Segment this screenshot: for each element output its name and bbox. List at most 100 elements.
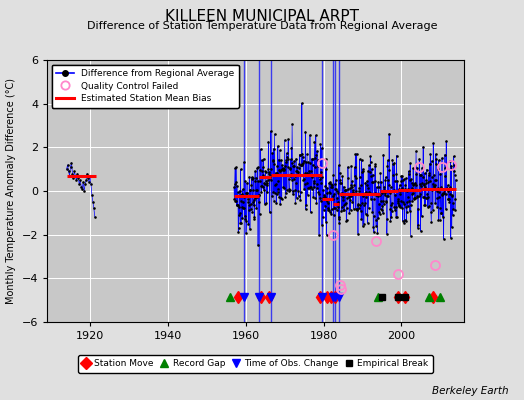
- Point: [354, 202, 362, 208]
- Point: [75, 181, 83, 188]
- Point: [242, 230, 250, 236]
- Point: [350, 191, 358, 197]
- Point: [303, 151, 311, 158]
- Point: [298, 100, 306, 106]
- Point: [389, 186, 398, 193]
- Point: [239, 199, 248, 205]
- Point: [383, 162, 391, 169]
- Point: [231, 198, 239, 204]
- Point: [423, 195, 431, 202]
- Point: [244, 221, 253, 227]
- Point: [335, 170, 344, 176]
- Text: Berkeley Earth: Berkeley Earth: [432, 386, 508, 396]
- Point: [69, 175, 78, 181]
- Point: [238, 186, 247, 193]
- Point: [418, 193, 427, 200]
- Point: [376, 211, 384, 217]
- Point: [434, 165, 442, 172]
- Point: [395, 186, 403, 192]
- Point: [429, 206, 437, 213]
- Point: [256, 146, 265, 152]
- Point: [367, 179, 376, 186]
- Point: [394, 200, 402, 206]
- Legend: Difference from Regional Average, Quality Control Failed, Estimated Station Mean: Difference from Regional Average, Qualit…: [52, 64, 239, 108]
- Point: [428, 174, 436, 180]
- Point: [430, 172, 439, 178]
- Point: [409, 182, 418, 188]
- Point: [383, 230, 391, 237]
- Point: [331, 186, 340, 192]
- Point: [254, 242, 262, 248]
- Point: [423, 204, 432, 210]
- Point: [358, 200, 366, 206]
- Point: [314, 157, 322, 164]
- Point: [379, 210, 387, 216]
- Point: [287, 144, 296, 151]
- Point: [76, 177, 84, 183]
- Point: [422, 177, 430, 183]
- Point: [347, 182, 355, 188]
- Point: [411, 195, 419, 201]
- Point: [319, 214, 327, 220]
- Point: [248, 209, 256, 215]
- Point: [414, 206, 422, 212]
- Point: [403, 199, 411, 205]
- Point: [408, 185, 417, 192]
- Point: [310, 184, 319, 190]
- Point: [315, 190, 323, 197]
- Point: [262, 178, 270, 184]
- Point: [313, 180, 321, 187]
- Point: [378, 198, 387, 204]
- Point: [326, 179, 334, 185]
- Point: [448, 192, 456, 199]
- Point: [420, 201, 429, 208]
- Point: [257, 183, 266, 189]
- Point: [273, 163, 281, 169]
- Point: [359, 168, 368, 174]
- Point: [305, 168, 313, 174]
- Point: [324, 204, 333, 211]
- Point: [361, 190, 369, 197]
- Point: [274, 143, 282, 149]
- Point: [358, 223, 367, 229]
- Point: [283, 187, 291, 193]
- Point: [263, 188, 271, 195]
- Point: [304, 185, 313, 191]
- Point: [261, 168, 269, 174]
- Point: [414, 222, 422, 228]
- Point: [282, 150, 291, 156]
- Legend: Station Move, Record Gap, Time of Obs. Change, Empirical Break: Station Move, Record Gap, Time of Obs. C…: [78, 355, 433, 373]
- Point: [438, 192, 446, 198]
- Point: [268, 158, 277, 164]
- Point: [342, 187, 350, 193]
- Point: [243, 190, 252, 196]
- Point: [332, 188, 341, 195]
- Point: [333, 207, 341, 213]
- Point: [267, 166, 276, 172]
- Point: [422, 194, 430, 201]
- Point: [315, 232, 323, 238]
- Point: [326, 190, 335, 196]
- Point: [301, 170, 309, 176]
- Point: [321, 183, 330, 190]
- Point: [324, 199, 332, 206]
- Point: [450, 168, 458, 175]
- Point: [379, 151, 387, 158]
- Point: [318, 145, 326, 151]
- Point: [362, 194, 370, 200]
- Point: [322, 218, 330, 225]
- Point: [365, 162, 373, 169]
- Point: [311, 195, 319, 201]
- Point: [260, 201, 269, 207]
- Point: [431, 177, 440, 183]
- Point: [410, 194, 418, 201]
- Point: [297, 162, 305, 168]
- Point: [357, 216, 365, 222]
- Point: [422, 166, 431, 173]
- Point: [350, 182, 358, 188]
- Point: [399, 218, 407, 224]
- Point: [367, 196, 375, 202]
- Point: [364, 185, 373, 191]
- Point: [297, 162, 305, 168]
- Point: [307, 168, 315, 174]
